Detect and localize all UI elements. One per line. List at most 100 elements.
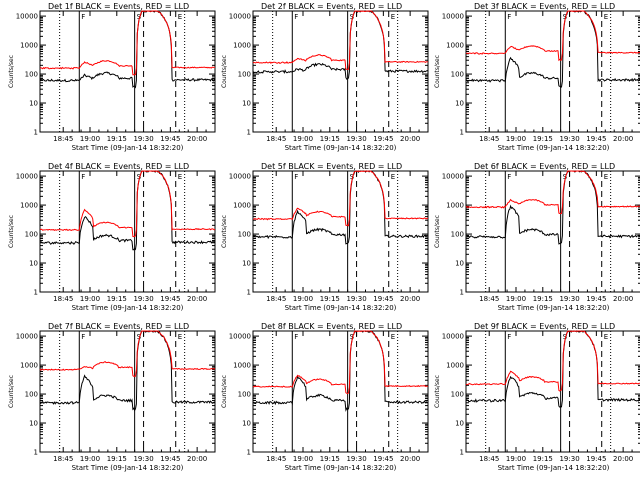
panel-title: Det 7f BLACK = Events, RED = LLD	[48, 322, 189, 331]
x-axis-label: Start Time (09-Jan-14 18:32:20)	[498, 464, 610, 472]
y-tick-label: 10000	[442, 13, 464, 21]
y-axis-label: Counts/sec	[221, 55, 228, 88]
y-tick-label: 1000	[233, 42, 251, 50]
x-tick-label: 18:45	[479, 295, 499, 303]
black-series-line	[252, 10, 429, 80]
x-tick-label: 19:00	[506, 295, 526, 303]
y-tick-label: 1	[247, 449, 251, 457]
y-tick-label: 10	[242, 100, 251, 108]
panel-title: Det 1f BLACK = Events, RED = LLD	[48, 2, 189, 11]
x-tick-label: 19:30	[559, 295, 579, 303]
x-axis-label: Start Time (09-Jan-14 18:32:20)	[72, 304, 184, 312]
y-axis-label: Counts/sec	[221, 375, 228, 408]
x-tick-label: 18:45	[479, 455, 499, 463]
red-series-line	[465, 170, 640, 215]
x-tick-label: 19:30	[346, 455, 366, 463]
x-axis-label: Start Time (09-Jan-14 18:32:20)	[285, 144, 397, 152]
x-tick-label: 20:00	[187, 135, 207, 143]
x-tick-label: 18:45	[266, 135, 286, 143]
y-tick-label: 10	[29, 260, 38, 268]
x-tick-label: 19:15	[320, 455, 340, 463]
red-series-line	[39, 330, 216, 377]
y-tick-label: 10	[455, 420, 464, 428]
x-tick-label: 19:15	[533, 455, 553, 463]
y-tick-label: 1000	[20, 42, 38, 50]
plot-frame	[465, 10, 640, 133]
time-marker-label: E	[604, 173, 608, 181]
detector-panel: Det 7f BLACK = Events, RED = LLD 1 10 100 10…	[8, 322, 216, 472]
y-tick-label: 10	[29, 420, 38, 428]
plot-frame	[39, 170, 216, 293]
time-marker-label: E	[604, 333, 608, 341]
y-tick-label: 1	[34, 289, 38, 297]
y-tick-label: 100	[451, 231, 464, 239]
x-axis-label: Start Time (09-Jan-14 18:32:20)	[285, 304, 397, 312]
red-series-line	[252, 10, 429, 70]
x-tick-label: 19:45	[586, 455, 606, 463]
y-axis-label: Counts/sec	[434, 215, 441, 248]
y-tick-label: 1	[247, 289, 251, 297]
y-tick-label: 1	[460, 289, 464, 297]
y-tick-label: 1000	[20, 362, 38, 370]
x-tick-label: 19:45	[160, 295, 180, 303]
panel-title: Det 4f BLACK = Events, RED = LLD	[48, 162, 189, 171]
x-tick-label: 19:45	[373, 135, 393, 143]
red-series-line	[253, 170, 429, 227]
x-tick-label: 20:00	[613, 135, 633, 143]
y-axis-label: Counts/sec	[221, 215, 228, 248]
red-series-line	[465, 330, 640, 392]
time-marker-label: E	[391, 13, 395, 21]
y-tick-label: 10000	[16, 173, 38, 181]
y-tick-label: 100	[25, 391, 38, 399]
time-marker-label: E	[178, 13, 182, 21]
plot-frame	[252, 330, 429, 453]
x-tick-label: 18:45	[266, 295, 286, 303]
x-tick-label: 19:30	[346, 295, 366, 303]
detector-panel: Det 8f BLACK = Events, RED = LLD 1 10 100 10…	[221, 322, 429, 472]
time-marker-label: E	[391, 333, 395, 341]
black-series-line	[39, 330, 216, 412]
y-axis-label: Counts/sec	[434, 375, 441, 408]
x-tick-label: 19:30	[133, 135, 153, 143]
y-tick-label: 100	[25, 231, 38, 239]
panel-title: Det 8f BLACK = Events, RED = LLD	[261, 322, 402, 331]
x-tick-label: 20:00	[613, 455, 633, 463]
time-marker-label: E	[178, 173, 182, 181]
time-marker-label: F	[507, 173, 511, 181]
x-axis-label: Start Time (09-Jan-14 18:32:20)	[72, 144, 184, 152]
y-tick-label: 10	[455, 260, 464, 268]
time-marker-label: S	[137, 333, 142, 341]
x-tick-label: 19:30	[133, 295, 153, 303]
time-marker-label: S	[137, 173, 142, 181]
y-tick-label: 1	[247, 129, 251, 137]
x-tick-label: 18:45	[53, 295, 73, 303]
y-tick-label: 1	[460, 449, 464, 457]
x-tick-label: 19:15	[107, 455, 127, 463]
y-axis-label: Counts/sec	[434, 55, 441, 88]
x-tick-label: 18:45	[53, 135, 73, 143]
y-tick-label: 10000	[229, 173, 251, 181]
y-tick-label: 1	[34, 129, 38, 137]
time-marker-label: F	[81, 333, 85, 341]
x-tick-label: 19:00	[293, 135, 313, 143]
detector-panel: Det 1f BLACK = Events, RED = LLD 1 10 100 10…	[8, 2, 216, 152]
x-tick-label: 19:15	[533, 135, 553, 143]
time-marker-label: E	[178, 333, 182, 341]
x-tick-label: 19:00	[293, 455, 313, 463]
y-tick-label: 1000	[446, 42, 464, 50]
y-tick-label: 100	[25, 71, 38, 79]
y-tick-label: 10	[242, 260, 251, 268]
y-tick-label: 1000	[20, 202, 38, 210]
x-tick-label: 19:45	[586, 295, 606, 303]
x-tick-label: 20:00	[400, 135, 420, 143]
x-tick-label: 19:30	[559, 135, 579, 143]
x-tick-label: 20:00	[400, 455, 420, 463]
plot-frame	[252, 170, 429, 293]
time-marker-label: S	[563, 333, 568, 341]
panel-title: Det 5f BLACK = Events, RED = LLD	[261, 162, 402, 171]
x-tick-label: 20:00	[187, 455, 207, 463]
panel-title: Det 6f BLACK = Events, RED = LLD	[474, 162, 615, 171]
detector-panel: Det 9f BLACK = Events, RED = LLD 1 10 100 10…	[434, 322, 640, 472]
time-marker-label: S	[350, 173, 355, 181]
time-marker-label: F	[507, 13, 511, 21]
